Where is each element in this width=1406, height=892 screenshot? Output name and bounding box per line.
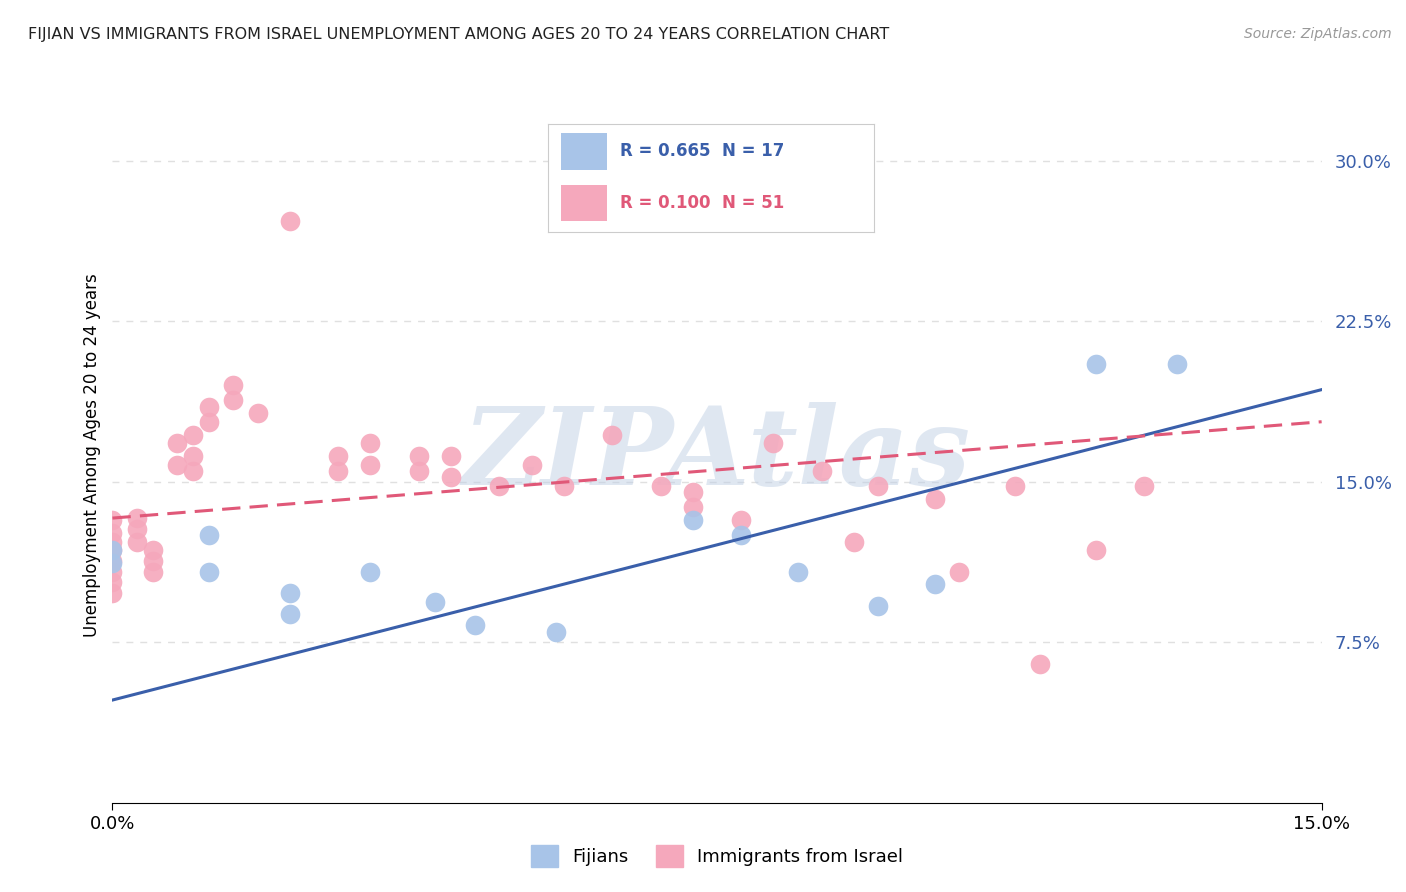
Y-axis label: Unemployment Among Ages 20 to 24 years: Unemployment Among Ages 20 to 24 years (83, 273, 101, 637)
Point (600, 427, 623, 442)
Point (948, 565, 970, 579)
Text: Source: ZipAtlas.com: Source: ZipAtlas.com (1244, 27, 1392, 41)
Point (682, 513, 704, 527)
Point (1084, 357, 1107, 371)
Point (278, 586, 301, 600)
Point (166, 436, 188, 450)
Text: FIJIAN VS IMMIGRANTS FROM ISRAEL UNEMPLOYMENT AMONG AGES 20 TO 24 YEARS CORRELAT: FIJIAN VS IMMIGRANTS FROM ISRAEL UNEMPLO… (28, 27, 890, 42)
Point (1084, 543, 1107, 558)
Point (125, 511, 148, 525)
Point (682, 500, 704, 515)
Point (142, 543, 165, 558)
Point (440, 470, 463, 484)
Point (730, 528, 752, 542)
Point (408, 449, 430, 463)
Point (811, 464, 834, 478)
Point (868, 479, 890, 493)
Point (650, 479, 672, 493)
Text: ZIPAtlas: ZIPAtlas (463, 402, 972, 508)
Point (1028, 657, 1050, 671)
Point (1133, 479, 1156, 493)
Point (198, 400, 221, 414)
Point (101, 543, 124, 558)
Point (198, 565, 221, 579)
Point (278, 213, 301, 227)
Point (520, 458, 543, 472)
Point (125, 534, 148, 549)
Point (842, 534, 865, 549)
Point (181, 449, 204, 463)
Point (359, 565, 381, 579)
Point (246, 406, 269, 420)
Point (730, 513, 752, 527)
Point (408, 464, 430, 478)
Point (423, 594, 446, 608)
Point (328, 449, 350, 463)
Point (125, 522, 148, 536)
Point (101, 575, 124, 590)
Point (440, 449, 463, 463)
Legend: Fijians, Immigrants from Israel: Fijians, Immigrants from Israel (523, 838, 911, 874)
Point (868, 599, 890, 613)
Point (181, 464, 204, 478)
Point (762, 436, 785, 450)
Point (464, 618, 486, 632)
Point (328, 464, 350, 478)
Point (101, 526, 124, 541)
Point (786, 565, 808, 579)
Point (198, 415, 221, 429)
Point (359, 458, 381, 472)
Point (181, 427, 204, 442)
Point (142, 565, 165, 579)
Point (222, 393, 245, 408)
Point (1004, 479, 1026, 493)
Point (924, 577, 946, 591)
Point (142, 554, 165, 568)
Point (198, 528, 221, 542)
Point (488, 479, 510, 493)
Point (166, 458, 188, 472)
Point (544, 624, 567, 639)
Point (101, 513, 124, 527)
Point (278, 607, 301, 622)
Point (553, 479, 575, 493)
Point (924, 491, 946, 506)
Point (1166, 357, 1188, 371)
Point (222, 378, 245, 392)
Point (101, 543, 124, 558)
Point (101, 554, 124, 568)
Point (359, 436, 381, 450)
Point (101, 534, 124, 549)
Point (682, 485, 704, 500)
Point (101, 556, 124, 570)
Point (101, 565, 124, 579)
Point (101, 586, 124, 600)
